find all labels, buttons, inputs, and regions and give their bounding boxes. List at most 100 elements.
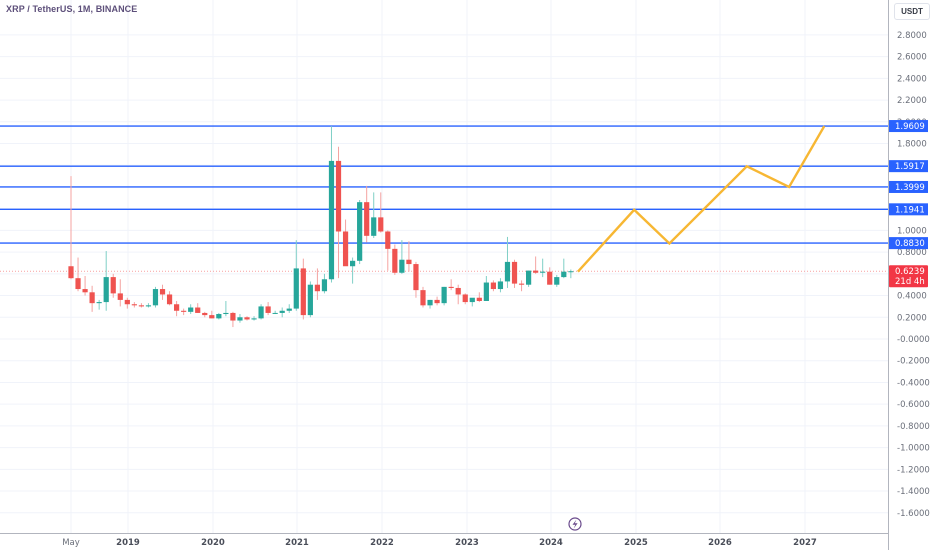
candle-body — [166, 294, 173, 305]
last-price-value: 0.6239 — [895, 267, 925, 277]
horizontal-levels — [0, 125, 888, 244]
candle-body — [279, 310, 285, 313]
candle-body — [554, 277, 560, 285]
candle-body — [124, 299, 130, 305]
candle-body — [371, 217, 377, 236]
candle-body — [462, 294, 468, 303]
candle-body — [181, 310, 187, 312]
candle-body — [328, 160, 335, 280]
time-tick-label: 2019 — [116, 538, 140, 548]
price-tick-label: -0.6000 — [897, 400, 930, 410]
time-tick-label: 2025 — [624, 538, 648, 548]
candle-body — [469, 297, 475, 303]
level-price-tag — [889, 180, 928, 193]
candle-body — [547, 271, 553, 285]
candle-body — [174, 304, 180, 311]
candle-body — [145, 305, 152, 307]
candle-body — [152, 289, 159, 306]
candle-body — [321, 279, 328, 292]
candle-body — [131, 304, 137, 306]
candle-body — [230, 312, 236, 321]
candle-body — [195, 307, 201, 313]
symbol-title: XRP / TetherUS, 1M, BINANCE — [6, 4, 138, 14]
candle-body — [518, 283, 525, 285]
candle-body — [159, 289, 166, 295]
candle-body — [251, 318, 257, 320]
candle-body — [265, 306, 271, 313]
candle-body — [68, 266, 74, 279]
price-tick-label: -1.4000 — [897, 487, 930, 497]
currency-button[interactable]: USDT — [894, 3, 930, 20]
price-axis[interactable]: 2.8000 2.6000 2.4000 2.2000 1.8000 1.0000 0.80… — [889, 31, 930, 519]
time-axis[interactable]: May 2019 2020 2021 2022 2023 2024 2025 2026 2027 — [62, 538, 817, 548]
price-tick-label: 2.4000 — [897, 74, 927, 84]
candle-body — [526, 270, 532, 285]
time-tick-label: 2022 — [370, 538, 394, 548]
candle-body — [223, 312, 229, 315]
price-tick-label: -1.6000 — [897, 509, 930, 519]
price-tick-label: 0.2000 — [897, 313, 927, 323]
candle-body — [110, 277, 116, 294]
candle-body — [89, 292, 95, 304]
candle-body — [244, 317, 250, 320]
candle-body — [364, 202, 370, 236]
candle-body — [314, 284, 320, 292]
level-price-tag — [889, 237, 928, 250]
price-tick-label: -0.8000 — [897, 422, 930, 432]
candle-body — [483, 282, 489, 301]
last-price-tag — [889, 265, 928, 288]
candle-body — [75, 278, 81, 290]
grid — [0, 0, 888, 533]
price-tick-label: 0.4000 — [897, 292, 927, 302]
price-tick-label: -0.2000 — [897, 357, 930, 367]
candle-body — [406, 259, 412, 265]
price-tick-label: 1.0000 — [897, 226, 927, 236]
projection-path[interactable] — [576, 125, 826, 273]
time-tick-label: 2020 — [201, 538, 225, 548]
candle-body — [476, 297, 482, 301]
lightning-glyph — [572, 519, 578, 529]
time-tick-label: 2027 — [793, 538, 817, 548]
candle-body — [258, 306, 264, 319]
candle-body — [209, 315, 215, 319]
lightning-event-icon[interactable] — [568, 517, 582, 531]
candles — [68, 126, 574, 328]
price-tick-label: 2.6000 — [897, 53, 927, 63]
price-tick-label: 0.8000 — [897, 248, 927, 258]
candle-body — [216, 314, 222, 319]
candle-body — [188, 307, 194, 312]
level-price-label: 1.1941 — [895, 205, 925, 215]
candle-body — [350, 260, 356, 267]
candle-body — [272, 312, 278, 314]
candle-body — [533, 270, 539, 273]
price-tick-label: 2.8000 — [897, 31, 927, 41]
level-price-tag — [889, 120, 928, 133]
candle-body — [427, 299, 433, 306]
candle-body — [385, 231, 391, 249]
level-price-label: 1.9609 — [895, 122, 925, 132]
time-tick-label: 2021 — [285, 538, 309, 548]
candle-body — [497, 281, 504, 290]
candle-body — [441, 286, 447, 304]
level-price-tag — [889, 203, 928, 216]
candle-body — [378, 217, 384, 232]
price-tick-label: -1.2000 — [897, 465, 930, 475]
candle-body — [561, 271, 567, 278]
price-tick-label: -1.0000 — [897, 444, 930, 454]
price-tick-label: 1.8000 — [897, 140, 927, 150]
price-tick-label: -0.4000 — [897, 378, 930, 388]
candle-body — [307, 284, 313, 316]
candle-body — [103, 277, 109, 303]
price-tick-label: -0.0000 — [897, 335, 930, 345]
candle-body — [399, 259, 405, 273]
candle-body — [286, 308, 292, 311]
candle-body — [96, 302, 102, 304]
candle-body — [511, 261, 518, 284]
candle-body — [540, 271, 546, 273]
candle-body — [342, 231, 349, 267]
candle-body — [237, 317, 243, 321]
candle-body — [455, 287, 461, 295]
candle-body — [335, 160, 342, 232]
